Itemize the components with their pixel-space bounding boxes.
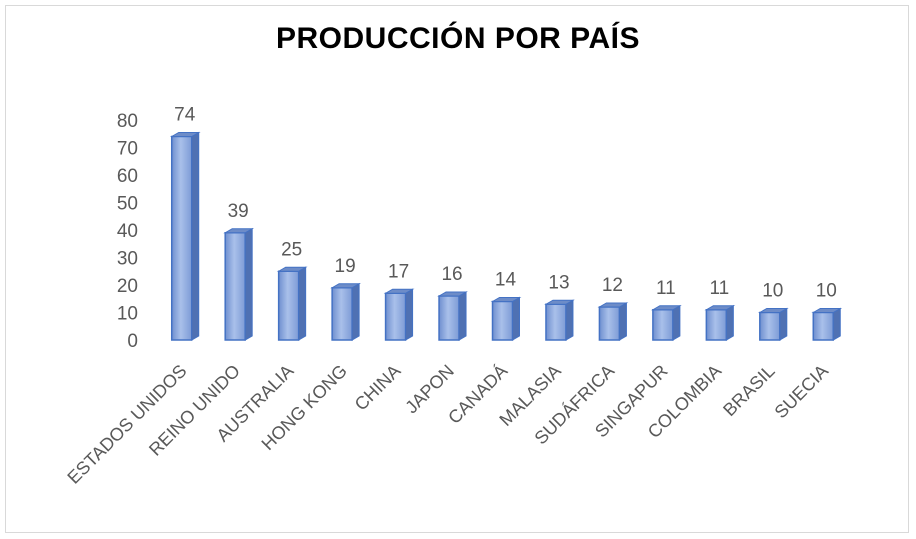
bar [811,307,843,341]
y-tick-label: 20 [117,276,138,297]
bar-front [170,135,193,341]
bar-top [544,299,575,305]
bar-front [384,292,407,341]
data-label: 13 [548,272,569,293]
data-label: 14 [495,270,517,291]
bars [169,131,843,341]
bar [276,266,308,341]
y-tick-label: 30 [117,249,138,270]
y-tick-label: 0 [127,331,138,352]
data-labels: 74 39 25 19 17 16 14 13 12 11 11 10 10 [174,105,837,302]
bar-front [652,309,674,341]
bar-front [491,300,514,341]
bar-side [672,304,681,341]
bar [169,131,201,341]
chart-frame [5,5,909,533]
x-tick-label: CHINA [351,361,405,415]
bar-front [331,287,353,341]
y-tick-label: 60 [117,166,138,187]
bar-side [832,307,841,341]
bar-top [651,305,682,311]
bar-side [779,307,788,341]
bar-side [618,302,627,341]
bar-side [405,288,414,341]
bar-front [598,306,621,341]
data-label: 10 [762,281,783,302]
bar [757,307,789,341]
bar-top [383,288,415,294]
bar-top [490,297,522,302]
bar-top [330,283,361,289]
bar-front [224,232,246,341]
bar [544,299,575,341]
bar-side [191,131,200,341]
bar-top [757,308,789,313]
bar-front [277,270,300,341]
bar-side [512,296,520,341]
bar-front [545,303,567,341]
bar-side [458,291,467,341]
bar [223,227,255,341]
x-tick-label: SUECIA [771,361,833,423]
bar-top [223,228,255,234]
data-label: 19 [335,256,356,277]
bar-front [705,309,728,341]
x-tick-label: BRASIL [719,361,778,420]
bar [437,291,468,341]
bar-front [812,311,835,341]
y-tick-label: 10 [117,304,138,325]
bar [383,288,415,341]
bar-front [759,311,781,341]
data-label: 16 [441,264,462,285]
bar-side [298,266,307,341]
bar [704,304,736,341]
data-label: 39 [228,201,249,222]
y-tick-label: 50 [117,194,138,215]
bar [330,282,361,341]
bar [490,296,522,341]
data-label: 74 [174,105,196,126]
bar [597,302,629,341]
bar-side [725,304,734,341]
bar-top [276,266,308,272]
bar [651,304,682,341]
y-tick-label: 80 [117,111,138,132]
y-tick-label: 40 [117,221,138,242]
bar-top [704,305,736,311]
x-tick-label: REINO UNIDO [145,361,244,460]
y-tick-label: 70 [117,139,138,160]
bar-side [244,227,253,341]
data-label: 12 [602,275,623,296]
data-label: 25 [281,239,302,260]
bar-top [437,291,468,297]
bar-side [351,282,360,341]
bar-side [565,299,574,341]
chart-title: PRODUCCIÓN POR PAÍS [276,22,640,55]
data-label: 11 [656,278,676,299]
bar-front [438,295,460,341]
data-label: 11 [709,278,729,299]
data-label: 17 [388,261,409,282]
bar-top [597,302,629,308]
bar-top [811,308,843,313]
y-axis: 0 10 20 30 40 50 60 70 80 [117,111,138,352]
data-label: 10 [816,281,837,302]
bar-top [169,132,201,137]
